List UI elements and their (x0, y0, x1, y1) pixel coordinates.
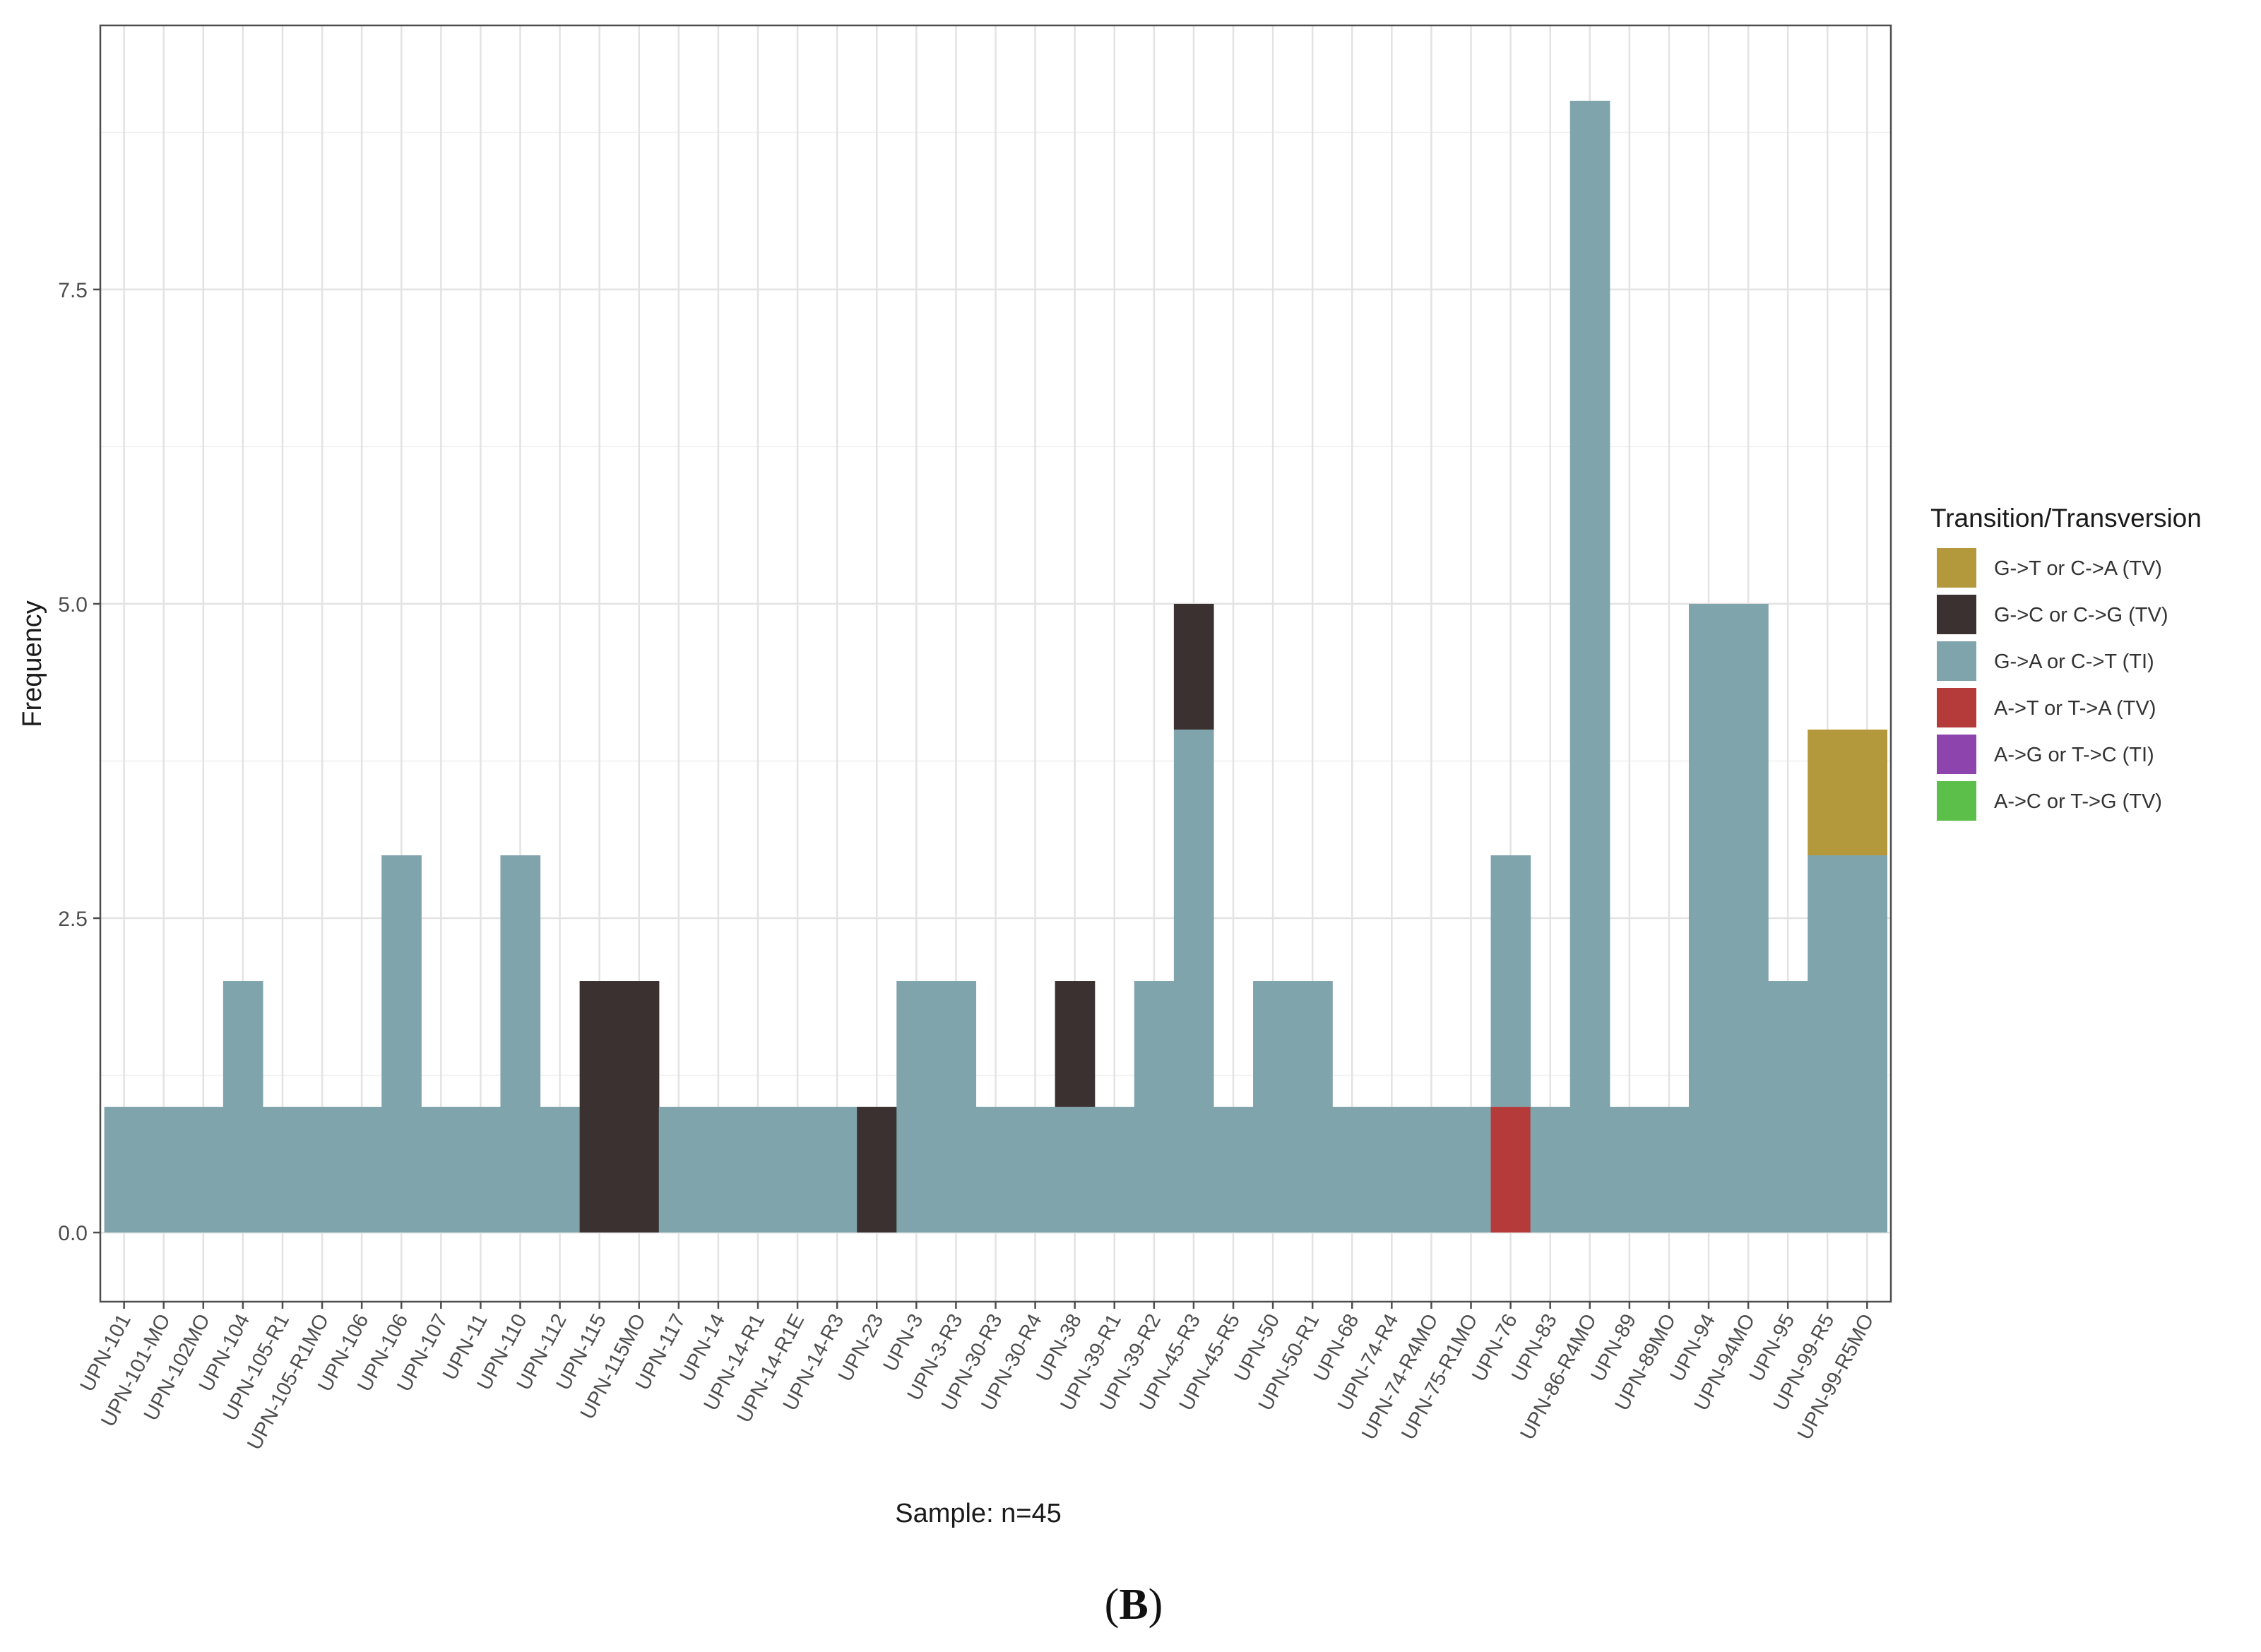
bar-segment (1055, 1107, 1096, 1233)
bar-segment (936, 981, 977, 1233)
bar-segment (1372, 1107, 1412, 1233)
bar-segment (619, 981, 660, 1233)
legend-key (1935, 780, 1978, 822)
bar-segment (1253, 981, 1293, 1233)
legend-label: A->G or T->C (TI) (1994, 744, 2154, 766)
bar-segment (302, 1107, 343, 1233)
bar-segment (500, 855, 541, 1233)
y-tick-label: 0.0 (58, 1222, 88, 1245)
panel-label-open: ( (1105, 1581, 1120, 1629)
bar-segment (1847, 855, 1887, 1233)
bar-segment (1015, 1107, 1056, 1233)
legend-key (1935, 733, 1978, 776)
bar-segment (1173, 729, 1214, 1233)
legend-label: G->T or C->A (TV) (1994, 557, 2162, 580)
bar-segment (1569, 100, 1610, 1233)
bar-segment (1055, 981, 1096, 1107)
bar-segment (737, 1107, 778, 1233)
x-axis-title: Sample: n=45 (895, 1499, 1062, 1528)
y-axis: 0.0 2.5 5.0 7.5 (58, 279, 100, 1245)
bar-segment (143, 1107, 184, 1233)
bar-segment (658, 1107, 699, 1233)
bar-segment (1332, 1107, 1372, 1233)
bar-segment (1688, 603, 1729, 1233)
panel-label: (B) (1105, 1581, 1163, 1629)
legend-key (1935, 640, 1978, 682)
bar-segment (1213, 1107, 1254, 1233)
bar-segment (421, 1107, 461, 1233)
bar-segment (262, 1107, 303, 1233)
bar-segment (1411, 1107, 1452, 1233)
bar-segment (1094, 1107, 1135, 1233)
panel-label-close: ) (1149, 1581, 1163, 1629)
bar-segment (1609, 1107, 1650, 1233)
bar-segment (1490, 855, 1531, 1107)
bar-segment (1728, 603, 1769, 1233)
bar-segment (1808, 729, 1848, 855)
bar-segment (1293, 981, 1333, 1233)
bar-segment (896, 981, 937, 1233)
bar-segment (540, 1107, 581, 1233)
legend-key (1935, 593, 1978, 636)
bar-segment (1649, 1107, 1690, 1233)
bar-segment (342, 1107, 382, 1233)
legend-label: A->T or T->A (TV) (1994, 697, 2156, 720)
bar-segment (579, 981, 620, 1233)
bar-segment (1173, 603, 1214, 730)
x-axis: UPN-101UPN-101-MOUPN-102MOUPN-104UPN-105… (76, 1302, 1879, 1454)
bar-segment (222, 981, 263, 1233)
y-tick-label: 2.5 (58, 908, 88, 931)
bar-segment (857, 1107, 897, 1233)
bar-segment (1808, 855, 1848, 1233)
bar-segment (1847, 729, 1887, 855)
legend-key (1935, 687, 1978, 729)
bars (104, 100, 1887, 1233)
bar-segment (698, 1107, 739, 1233)
legend-title: Transition/Transversion (1930, 504, 2202, 533)
bar-segment (778, 1107, 818, 1233)
panel-label-letter: B (1119, 1581, 1148, 1629)
bar-segment (1768, 981, 1808, 1233)
legend-key (1935, 547, 1978, 589)
bar-segment (1451, 1107, 1492, 1233)
legend-label: G->C or C->G (TV) (1994, 604, 2168, 626)
bar-segment (1134, 981, 1175, 1233)
y-tick-label: 5.0 (58, 593, 88, 617)
y-axis-title: Frequency (18, 600, 47, 727)
bar-segment (1530, 1107, 1571, 1233)
bar-segment (1490, 1107, 1531, 1233)
bar-segment (104, 1107, 145, 1233)
bar-segment (461, 1107, 502, 1233)
bar-segment (381, 855, 422, 1233)
legend: Transition/Transversion G->T or C->A (TV… (1930, 504, 2202, 822)
bar-segment (183, 1107, 224, 1233)
legend-label: G->A or C->T (TI) (1994, 650, 2154, 673)
y-tick-label: 7.5 (58, 279, 88, 302)
legend-label: A->C or T->G (TV) (1994, 790, 2162, 813)
bar-segment (817, 1107, 857, 1233)
bar-segment (975, 1107, 1016, 1233)
